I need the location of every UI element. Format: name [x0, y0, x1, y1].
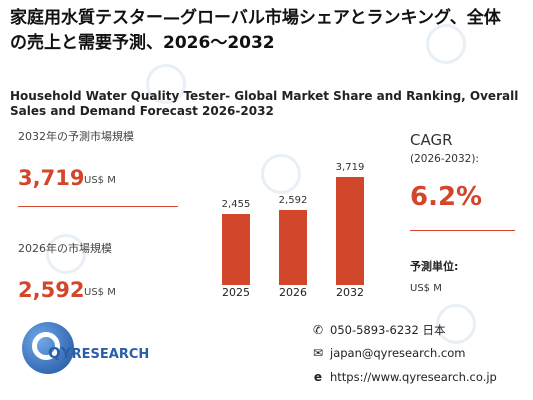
bar-2026 — [279, 210, 307, 285]
cagr-period: (2026-2032): — [410, 153, 479, 165]
x-tick-label: 2026 — [279, 286, 307, 299]
qyresearch-logo[interactable]: QYRESEARCH — [22, 322, 162, 380]
email-icon: ✉ — [312, 346, 324, 360]
cagr-value: 6.2% — [410, 182, 483, 212]
x-tick-label: 2032 — [336, 286, 364, 299]
current-unit: US$ M — [84, 287, 116, 298]
units-value: US$ M — [410, 283, 442, 294]
current-label: 2026年の市場規模 — [18, 242, 112, 255]
page-subtitle: Household Water Quality Tester- Global M… — [10, 89, 519, 118]
contact-website[interactable]: e https://www.qyresearch.co.jp — [310, 370, 497, 384]
divider — [410, 230, 515, 231]
bar-2032 — [336, 177, 364, 285]
divider — [18, 206, 178, 207]
contact-email[interactable]: ✉ japan@qyresearch.com — [310, 346, 465, 360]
bar-value-label: 2,592 — [278, 195, 308, 206]
contact-phone[interactable]: ✆ 050-5893-6232 日本 — [310, 322, 445, 338]
forecast-value: 3,719 — [18, 166, 85, 190]
forecast-label: 2032年の予測市場規模 — [18, 130, 134, 143]
bar-chart: 2,455 2,592 3,719 — [200, 150, 390, 285]
forecast-unit: US$ M — [84, 175, 116, 186]
web-icon: e — [313, 370, 323, 384]
cagr-label: CAGR — [410, 131, 453, 149]
units-label: 予測単位: — [410, 260, 459, 273]
page-title: 家庭用水質テスター—グローバル市場シェアとランキング、全体の売上と需要予測、20… — [10, 8, 501, 53]
bar-value-label: 3,719 — [335, 162, 365, 173]
logo-text: QYRESEARCH — [48, 344, 150, 362]
bar-value-label: 2,455 — [221, 199, 251, 210]
x-tick-label: 2025 — [222, 286, 250, 299]
current-value: 2,592 — [18, 278, 85, 302]
bar-2025 — [222, 214, 250, 285]
phone-icon: ✆ — [312, 323, 324, 337]
globe-icon — [22, 322, 74, 374]
